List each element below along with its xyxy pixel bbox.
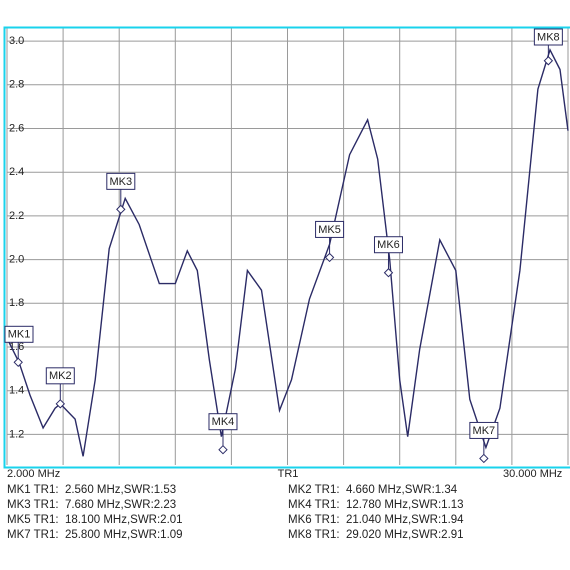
trace-label: TR1 xyxy=(278,468,299,480)
marker-readout: MK2 TR1: 4.660 MHz,SWR:1.34 xyxy=(288,484,458,496)
marker-label: MK5 xyxy=(318,224,341,236)
marker-diamond xyxy=(543,56,554,66)
marker-diamond xyxy=(13,357,23,368)
marker-readout: MK7 TR1: 25.800 MHz,SWR:1.09 xyxy=(7,529,183,541)
y-tick-label: 1.4 xyxy=(9,385,24,397)
marker-readout: MK4 TR1: 12.780 MHz,SWR:1.13 xyxy=(288,499,464,511)
marker-box xyxy=(106,172,136,190)
marker-readout: MK6 TR1: 21.040 MHz,SWR:1.94 xyxy=(288,514,464,526)
marker-diamond xyxy=(383,268,394,278)
marker-readout: MK3 TR1: 7.680 MHz,SWR:2.23 xyxy=(7,499,176,511)
marker-diamond xyxy=(116,204,126,215)
marker-readout: MK1 TR1: 2.560 MHz,SWR:1.53 xyxy=(7,484,176,496)
marker-readout: MK5 TR1: 18.100 MHz,SWR:2.01 xyxy=(7,514,183,526)
swr-trace xyxy=(6,48,569,457)
marker-diamond xyxy=(55,399,66,409)
marker-label: MK7 xyxy=(473,425,496,437)
x-tick-label: 30.000 MHz xyxy=(503,468,562,480)
marker-diamond xyxy=(324,252,335,263)
marker-label: MK1 xyxy=(8,329,31,341)
marker-label: MK4 xyxy=(212,416,235,428)
y-tick-label: 2.2 xyxy=(9,210,24,222)
marker-label: MK2 xyxy=(49,370,72,382)
marker-box xyxy=(533,28,563,46)
y-tick-label: 3.0 xyxy=(9,35,24,47)
marker-box xyxy=(208,413,238,431)
marker-readout: MK8 TR1: 29.020 MHz,SWR:2.91 xyxy=(288,529,464,541)
marker-box xyxy=(4,325,34,343)
marker-box xyxy=(469,421,499,439)
x-tick-label: 2.000 MHz xyxy=(7,468,60,480)
marker-label: MK8 xyxy=(537,31,560,43)
marker-box xyxy=(45,367,75,385)
marker-label: MK6 xyxy=(377,239,400,251)
y-tick-label: 2.8 xyxy=(9,79,24,91)
y-tick-label: 2.4 xyxy=(9,166,24,178)
marker-diamond xyxy=(218,444,228,455)
y-tick-label: 1.2 xyxy=(9,428,24,440)
y-tick-label: 1.8 xyxy=(9,297,24,309)
marker-box xyxy=(315,220,345,238)
y-tick-label: 2.6 xyxy=(9,122,24,134)
y-tick-label: 2.0 xyxy=(9,254,24,266)
plot-border xyxy=(3,26,570,469)
marker-label: MK3 xyxy=(109,176,132,188)
marker-box xyxy=(373,236,403,254)
marker-diamond xyxy=(479,453,489,464)
